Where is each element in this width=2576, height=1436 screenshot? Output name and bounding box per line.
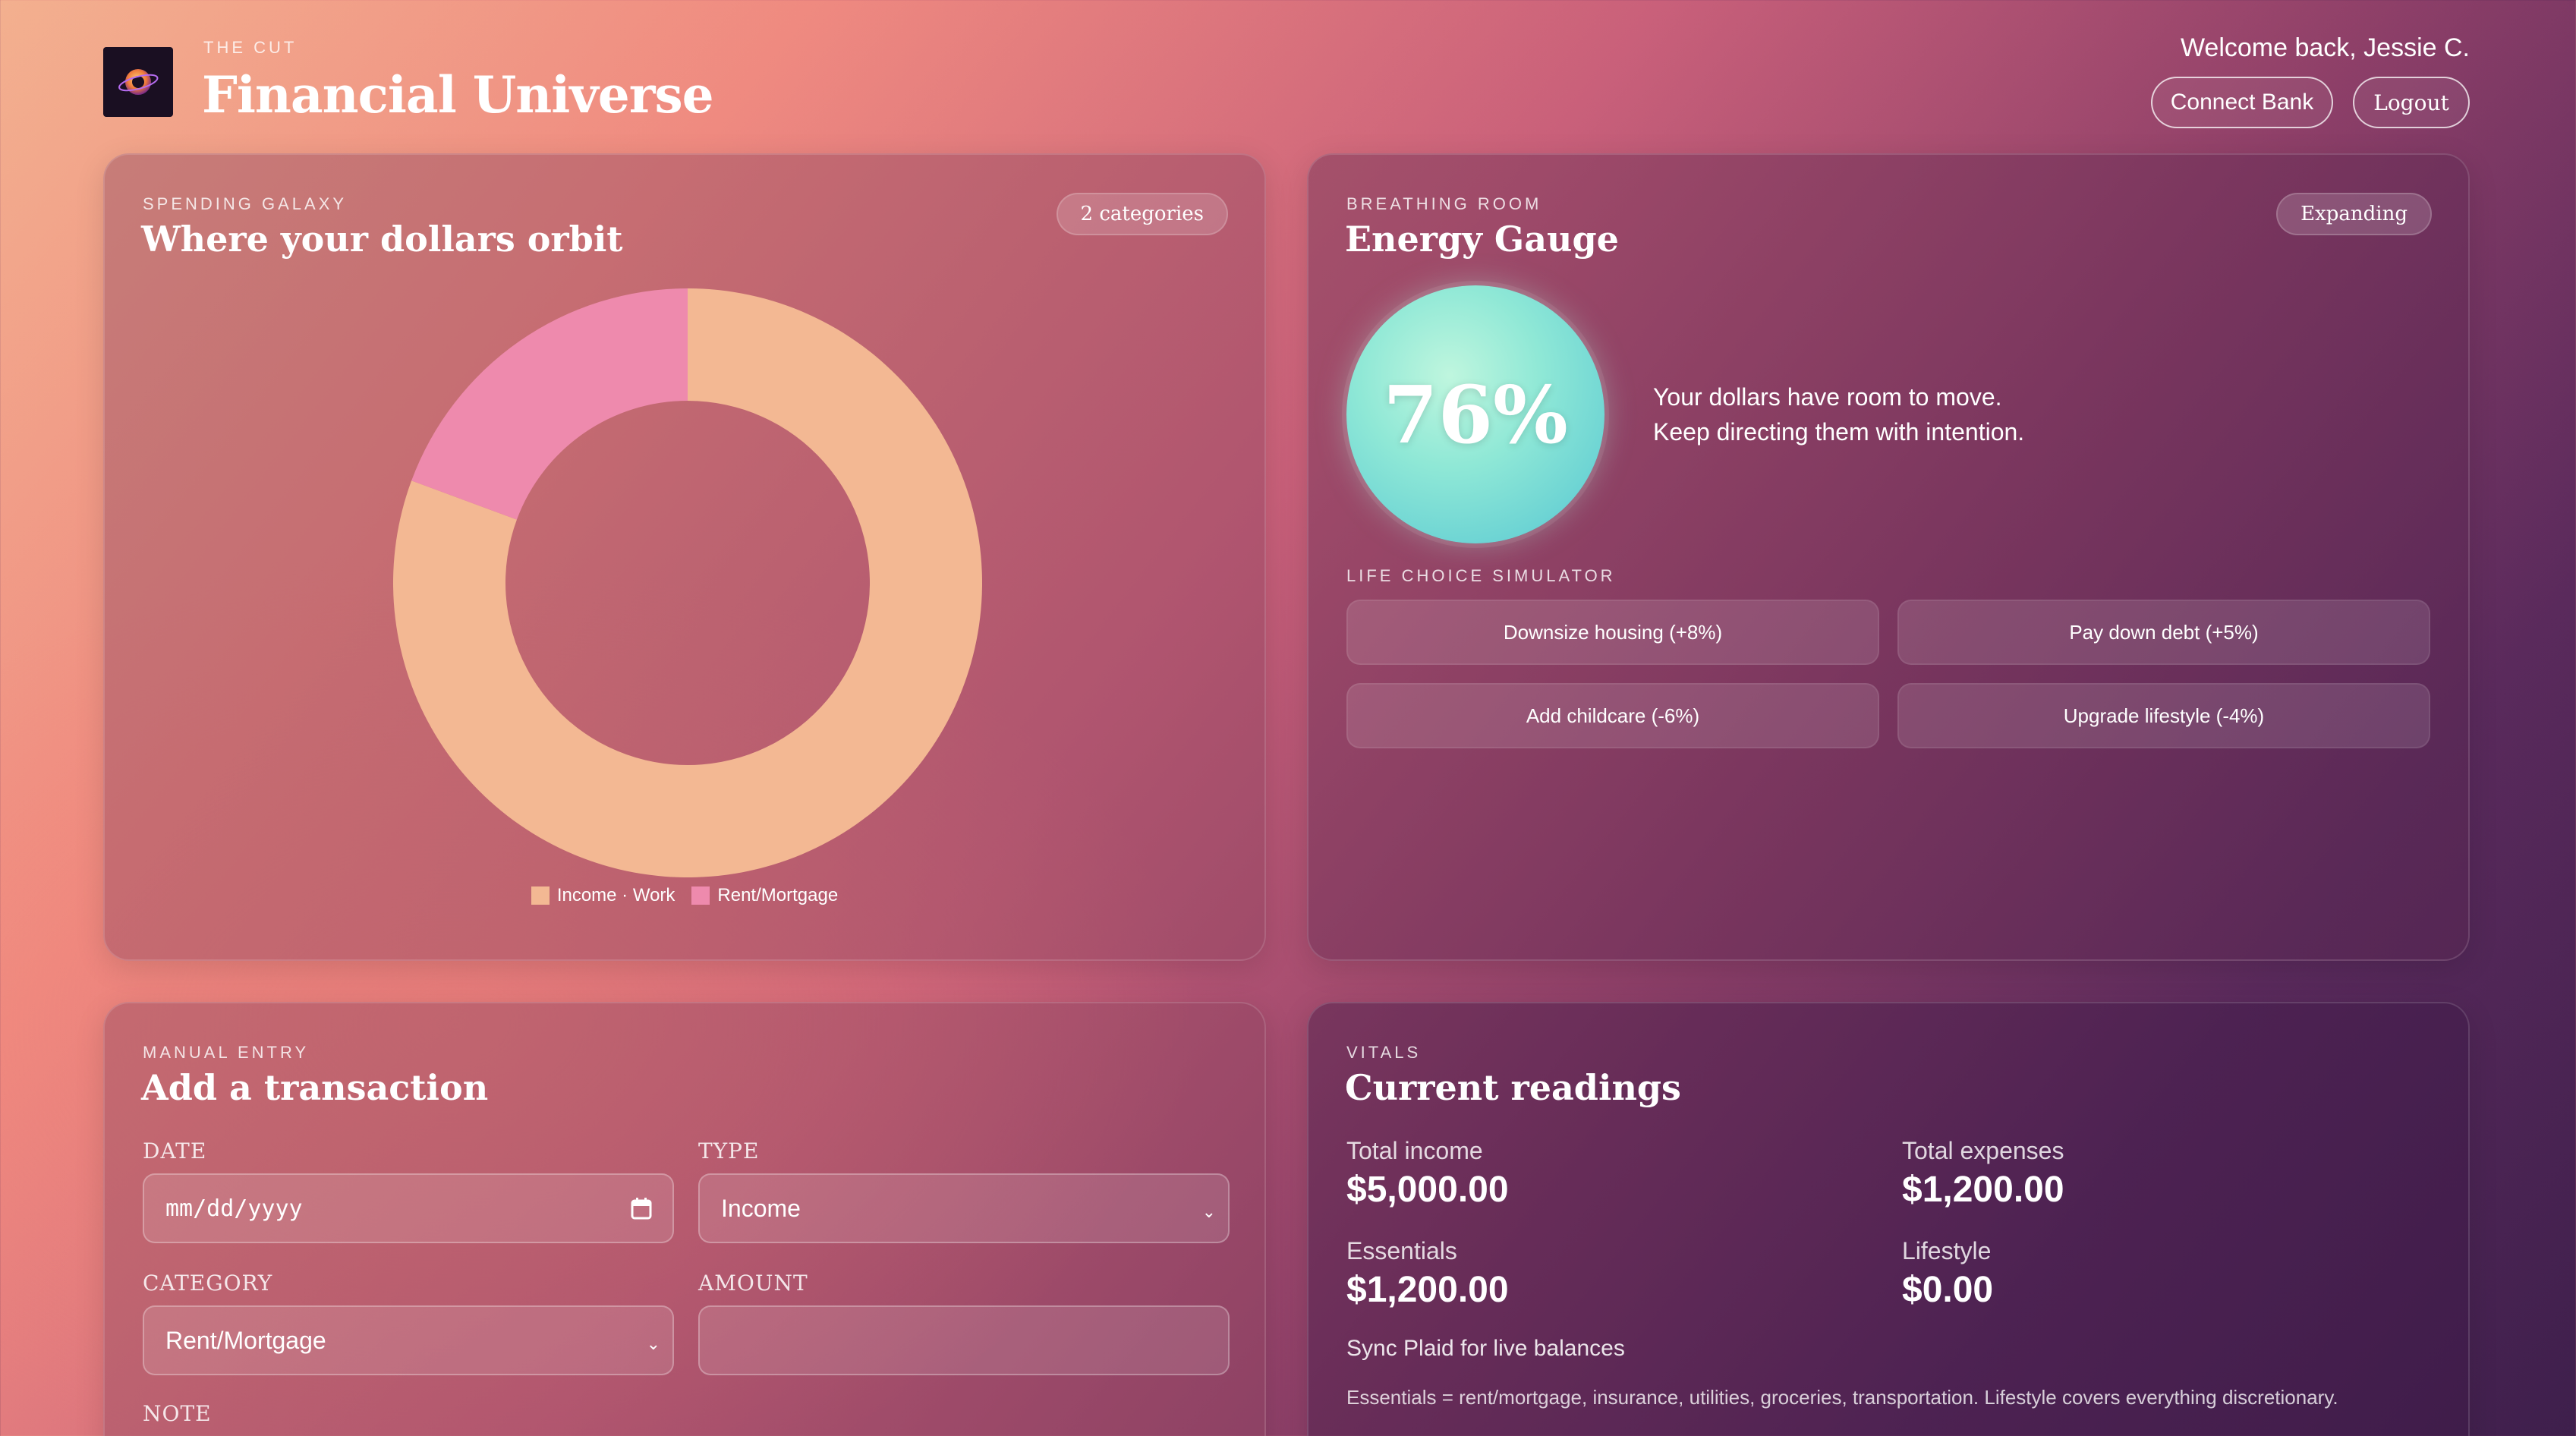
date-label: DATE	[143, 1138, 207, 1164]
sync-note: Sync Plaid for live balances	[1346, 1336, 1625, 1361]
brand-kicker: THE CUT	[203, 38, 298, 57]
legend-item[interactable]: Rent/Mortgage	[691, 885, 838, 906]
card-title: Current readings	[1345, 1067, 1681, 1108]
upgrade-lifestyle-button[interactable]: Upgrade lifestyle (-4%)	[1897, 683, 2430, 748]
calendar-icon[interactable]	[630, 1196, 653, 1220]
type-select[interactable]: Income ⌄	[698, 1173, 1230, 1243]
energy-gauge-card: BREATHING ROOM Energy Gauge Expanding 76…	[1307, 153, 2470, 961]
essentials-label: Essentials	[1346, 1237, 1457, 1264]
welcome-message: Welcome back, Jessie C.	[2180, 33, 2470, 62]
legend-swatch	[531, 886, 550, 905]
donut-slice-rent-mortgage[interactable]	[411, 288, 688, 520]
energy-value: 76%	[1383, 367, 1568, 461]
amount-label: AMOUNT	[698, 1271, 808, 1296]
date-input[interactable]: mm/dd/yyyy	[143, 1173, 674, 1243]
legend-label: Income · Work	[556, 885, 675, 905]
lifestyle-value: $0.00	[1902, 1270, 1994, 1310]
status-badge: Expanding	[2276, 193, 2432, 235]
vitals-card: VITALS Current readings Total income $5,…	[1307, 1002, 2470, 1436]
total-income-value: $5,000.00	[1346, 1170, 1509, 1210]
legend-label: Rent/Mortgage	[717, 885, 839, 905]
total-income-label: Total income	[1346, 1137, 1483, 1164]
amount-input[interactable]	[698, 1305, 1230, 1375]
page-title: Financial Universe	[202, 65, 714, 124]
essentials-value: $1,200.00	[1346, 1270, 1509, 1310]
card-kicker: VITALS	[1346, 1043, 1422, 1062]
gauge-message-line: Keep directing them with intention.	[1653, 418, 2025, 446]
app-logo-icon	[103, 47, 173, 117]
card-kicker: SPENDING GALAXY	[143, 194, 348, 213]
card-title: Energy Gauge	[1345, 219, 1619, 260]
chevron-down-icon: ⌄	[646, 1334, 660, 1353]
energy-orb: 76%	[1346, 285, 1604, 543]
chart-legend: Income · Work Rent/Mortgage	[105, 885, 1264, 906]
legend-swatch	[691, 886, 710, 905]
total-expenses-value: $1,200.00	[1902, 1170, 2064, 1210]
vitals-footnote: Essentials = rent/mortgage, insurance, u…	[1346, 1386, 2338, 1409]
category-selected-value: Rent/Mortgage	[165, 1326, 326, 1354]
simulator-kicker: LIFE CHOICE SIMULATOR	[1346, 566, 1616, 585]
gauge-message-line: Your dollars have room to move.	[1653, 383, 2002, 411]
categories-badge: 2 categories	[1056, 193, 1228, 235]
downsize-housing-button[interactable]: Downsize housing (+8%)	[1346, 600, 1879, 665]
card-kicker: BREATHING ROOM	[1346, 194, 1542, 213]
total-expenses-label: Total expenses	[1902, 1137, 2064, 1164]
pay-down-debt-button[interactable]: Pay down debt (+5%)	[1897, 600, 2430, 665]
connect-bank-button[interactable]: Connect Bank	[2151, 77, 2333, 128]
card-title: Where your dollars orbit	[141, 219, 623, 260]
legend-item[interactable]: Income · Work	[531, 885, 675, 906]
add-childcare-button[interactable]: Add childcare (-6%)	[1346, 683, 1879, 748]
spending-donut-chart	[393, 288, 982, 877]
card-title: Add a transaction	[141, 1067, 489, 1108]
category-select[interactable]: Rent/Mortgage ⌄	[143, 1305, 674, 1375]
type-label: TYPE	[698, 1138, 760, 1164]
chevron-down-icon: ⌄	[1201, 1202, 1216, 1221]
lifestyle-label: Lifestyle	[1902, 1237, 1992, 1264]
note-label: NOTE	[143, 1401, 212, 1426]
date-placeholder: mm/dd/yyyy	[165, 1195, 303, 1222]
type-selected-value: Income	[721, 1194, 801, 1222]
category-label: CATEGORY	[143, 1271, 273, 1296]
orbit-logo-icon	[118, 69, 159, 95]
gauge-message: Your dollars have room to move. Keep dir…	[1653, 379, 2024, 449]
logout-button[interactable]: Logout	[2353, 77, 2470, 128]
card-kicker: MANUAL ENTRY	[143, 1043, 310, 1062]
manual-entry-card: MANUAL ENTRY Add a transaction DATE mm/d…	[103, 1002, 1266, 1436]
donut-slice-income-work[interactable]	[393, 288, 982, 877]
spending-galaxy-card: SPENDING GALAXY Where your dollars orbit…	[103, 153, 1266, 961]
